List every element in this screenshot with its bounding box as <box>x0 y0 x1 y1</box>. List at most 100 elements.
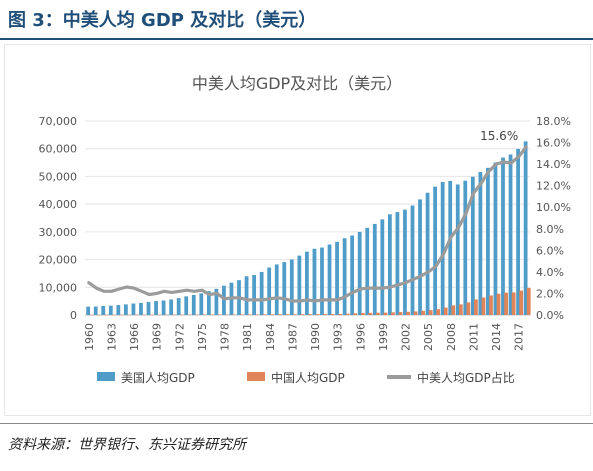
us-gdp-bar <box>282 262 287 315</box>
x-tick-label: 1966 <box>128 323 141 351</box>
cn-gdp-bar <box>194 314 199 316</box>
x-tick-label: 1969 <box>151 323 164 351</box>
us-gdp-bar <box>184 296 189 315</box>
us-gdp-bar <box>86 306 91 315</box>
figure-title: 图 3：中美人均 GDP 及对比（美元） <box>8 10 317 31</box>
x-tick-label: 1960 <box>83 323 96 351</box>
cn-gdp-bar <box>458 304 463 315</box>
right-tick-label: 0.0% <box>536 309 564 322</box>
cn-bars <box>89 287 531 316</box>
left-tick-label: 10,000 <box>39 281 78 294</box>
cn-gdp-bar <box>232 314 237 315</box>
cn-gdp-bar <box>451 305 456 315</box>
cn-gdp-bar <box>345 313 350 315</box>
us-gdp-bar <box>523 141 528 315</box>
cn-gdp-bar <box>187 314 192 316</box>
cn-gdp-bar <box>247 314 252 315</box>
cn-gdp-bar <box>519 290 524 315</box>
cn-gdp-bar <box>391 312 395 315</box>
us-gdp-bar <box>320 247 324 315</box>
us-gdp-bar <box>252 274 256 315</box>
ratio-line <box>87 145 528 303</box>
cn-gdp-bar <box>489 295 493 315</box>
us-gdp-bar <box>395 212 400 315</box>
us-gdp-bar <box>214 288 219 315</box>
us-gdp-bar <box>131 303 136 315</box>
cn-gdp-bar <box>202 314 207 316</box>
chart-title: 中美人均GDP及对比（美元） <box>192 74 402 93</box>
source-note: 资料来源：世界银行、东兴证券研究所 <box>8 437 246 453</box>
cn-gdp-bar <box>262 314 267 315</box>
right-tick-label: 4.0% <box>536 266 564 279</box>
cn-gdp-bar <box>157 314 162 316</box>
us-gdp-bar <box>222 285 226 315</box>
right-tick-label: 6.0% <box>536 244 564 257</box>
x-tick-label: 1978 <box>219 323 232 351</box>
cn-gdp-bar <box>308 314 312 315</box>
x-tick-label: 1963 <box>105 323 118 351</box>
us-gdp-bar <box>508 154 513 315</box>
cn-gdp-bar <box>104 314 109 316</box>
cn-gdp-bar <box>383 312 388 315</box>
cn-gdp-bar <box>255 314 260 315</box>
right-axis-ticks: 0.0% 2.0% 4.0% 6.0% 8.0% 10.0% 12.0% 14.0% 16.0%… <box>536 115 571 322</box>
cn-gdp-bar <box>466 302 471 315</box>
us-gdp-bar <box>297 255 302 315</box>
cn-gdp-bar <box>323 314 327 315</box>
us-gdp-bar <box>327 244 332 315</box>
ratio-annotation: 15.6% <box>480 129 518 143</box>
cn-gdp-bar <box>360 313 365 315</box>
right-tick-label: 18.0% <box>536 115 571 128</box>
cn-gdp-bar <box>406 311 410 315</box>
us-gdp-bar <box>161 300 166 315</box>
legend-label: 中国人均GDP <box>271 370 345 385</box>
cn-gdp-bar <box>398 312 403 315</box>
cn-gdp-bar <box>443 307 448 315</box>
x-tick-label: 1993 <box>332 323 345 351</box>
legend-label: 美国人均GDP <box>121 371 195 385</box>
cn-gdp-bar <box>428 310 433 315</box>
us-gdp-bar <box>93 306 98 315</box>
annotations: 15.6% <box>480 129 518 143</box>
us-gdp-bar <box>244 276 249 315</box>
right-tick-label: 2.0% <box>536 287 564 300</box>
x-tick-label: 2017 <box>513 323 526 351</box>
us-gdp-bar <box>206 291 211 315</box>
us-gdp-bar <box>493 162 498 315</box>
cn-gdp-bar <box>149 314 154 316</box>
x-tick-label: 2014 <box>490 323 503 351</box>
cn-gdp-bar <box>413 311 418 315</box>
us-gdp-bar <box>463 180 468 315</box>
left-tick-label: 70,000 <box>39 115 78 128</box>
us-gdp-bar <box>380 219 385 315</box>
x-tick-label: 1990 <box>309 323 322 351</box>
us-gdp-bar <box>433 186 438 315</box>
cn-gdp-bar <box>511 292 516 315</box>
us-gdp-bar <box>440 182 445 315</box>
us-gdp-bar <box>387 214 392 315</box>
cn-gdp-bar <box>436 309 441 315</box>
cn-gdp-bar <box>96 314 101 316</box>
cn-gdp-bar <box>127 314 131 316</box>
us-gdp-bar <box>448 180 453 315</box>
left-tick-label: 50,000 <box>39 170 78 183</box>
x-tick-label: 2011 <box>467 323 480 351</box>
cn-gdp-bar <box>338 313 343 315</box>
us-gdp-bar <box>146 301 151 315</box>
cn-gdp-bar <box>368 312 373 315</box>
right-tick-label: 12.0% <box>536 180 571 193</box>
x-tick-label: 1981 <box>241 323 254 351</box>
cn-gdp-bar <box>481 297 486 315</box>
x-tick-label: 2005 <box>422 323 435 351</box>
x-tick-label: 1972 <box>173 323 186 351</box>
cn-gdp-bar <box>474 299 478 315</box>
us-gdp-bar <box>312 248 317 315</box>
legend: 美国人均GDP 中国人均GDP 中美人均GDP占比 <box>97 370 515 385</box>
us-gdp-bar <box>101 306 106 315</box>
us-bars <box>86 141 528 315</box>
cn-gdp-bar <box>375 312 380 315</box>
cn-gdp-bar <box>225 314 229 316</box>
cn-gdp-bar <box>270 314 275 315</box>
us-gdp-bar <box>372 223 377 315</box>
cn-gdp-bar <box>210 314 214 316</box>
